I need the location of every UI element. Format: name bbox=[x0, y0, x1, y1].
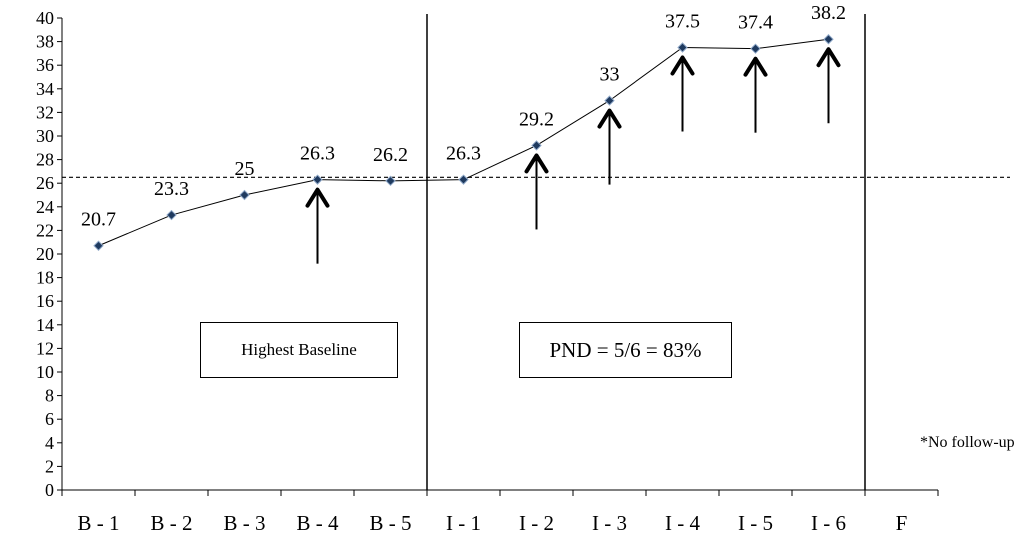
arrow-head bbox=[743, 56, 768, 77]
x-tick-label: I - 4 bbox=[665, 511, 700, 535]
data-point bbox=[531, 140, 542, 151]
highest-baseline-label: Highest Baseline bbox=[200, 322, 398, 378]
data-label: 25 bbox=[235, 158, 255, 180]
data-label: 38.2 bbox=[811, 2, 846, 24]
y-tick-label: 0 bbox=[45, 480, 54, 500]
y-tick-label: 40 bbox=[36, 8, 54, 28]
y-tick-label: 14 bbox=[36, 315, 54, 335]
x-tick-label: I - 6 bbox=[811, 511, 846, 535]
data-point bbox=[677, 42, 688, 53]
y-tick-label: 22 bbox=[36, 220, 54, 240]
x-tick-label: I - 2 bbox=[519, 511, 554, 535]
y-tick-label: 26 bbox=[36, 173, 54, 193]
y-tick-label: 38 bbox=[36, 32, 54, 52]
x-tick-label: B - 1 bbox=[78, 511, 120, 535]
x-tick-label: B - 2 bbox=[151, 511, 193, 535]
y-tick-label: 36 bbox=[36, 55, 54, 75]
data-label: 37.5 bbox=[665, 11, 700, 33]
data-point bbox=[823, 34, 834, 45]
x-tick-label: F bbox=[896, 511, 908, 535]
data-point bbox=[385, 175, 396, 187]
data-point bbox=[312, 174, 323, 185]
y-tick-label: 32 bbox=[36, 102, 54, 122]
data-label: 20.7 bbox=[81, 209, 116, 231]
x-tick-label: I - 5 bbox=[738, 511, 773, 535]
arrow-head bbox=[816, 47, 841, 68]
y-tick-label: 30 bbox=[36, 126, 54, 146]
y-tick-label: 34 bbox=[36, 79, 54, 99]
footnote-no-follow-up: *No follow-up bbox=[920, 434, 1015, 451]
y-tick-label: 6 bbox=[45, 409, 54, 429]
y-tick-label: 2 bbox=[45, 456, 54, 476]
arrow-head bbox=[524, 153, 549, 174]
pnd-label: PND = 5/6 = 83% bbox=[519, 322, 732, 378]
y-tick-label: 18 bbox=[36, 268, 54, 288]
y-tick-label: 4 bbox=[45, 433, 54, 453]
data-label: 23.3 bbox=[154, 178, 189, 200]
data-label: 26.3 bbox=[446, 143, 481, 165]
y-tick-label: 8 bbox=[45, 386, 54, 406]
y-tick-label: 16 bbox=[36, 291, 54, 311]
arrow-head bbox=[597, 108, 622, 129]
x-tick-label: B - 3 bbox=[224, 511, 266, 535]
y-tick-label: 20 bbox=[36, 244, 54, 264]
x-tick-label: B - 4 bbox=[297, 511, 340, 535]
x-tick-label: I - 1 bbox=[446, 511, 481, 535]
arrow-head bbox=[305, 187, 330, 208]
data-point bbox=[93, 240, 104, 251]
data-point bbox=[604, 95, 615, 106]
data-label: 26.3 bbox=[300, 143, 335, 165]
x-tick-label: B - 5 bbox=[370, 511, 412, 535]
y-tick-label: 28 bbox=[36, 150, 54, 170]
arrow-head bbox=[670, 55, 695, 76]
data-label: 29.2 bbox=[519, 108, 554, 130]
data-label: 26.2 bbox=[373, 144, 408, 166]
y-tick-label: 24 bbox=[36, 197, 54, 217]
data-point bbox=[239, 189, 250, 201]
y-tick-label: 12 bbox=[36, 338, 54, 358]
data-point bbox=[750, 43, 761, 54]
data-point bbox=[166, 209, 177, 221]
data-label: 37.4 bbox=[738, 12, 773, 34]
x-tick-label: I - 3 bbox=[592, 511, 627, 535]
data-label: 33 bbox=[600, 64, 620, 86]
data-point bbox=[458, 174, 469, 185]
y-tick-label: 10 bbox=[36, 362, 54, 382]
